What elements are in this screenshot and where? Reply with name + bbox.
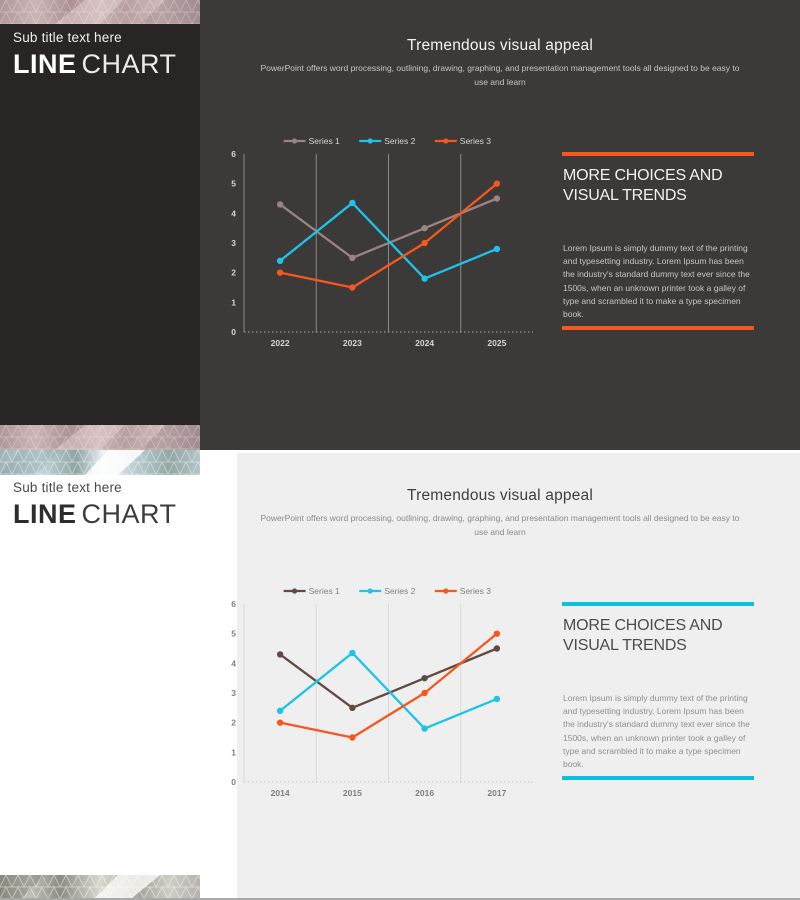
slide-title: LINE CHART [13, 499, 177, 530]
slide-header: Tremendous visual appeal PowerPoint offe… [200, 37, 800, 89]
slide-title: LINE CHART [13, 49, 177, 80]
side-panel: MORE CHOICES AND VISUAL TRENDS Lorem Ips… [562, 152, 754, 332]
triangle-pattern-band [0, 425, 200, 450]
panel-body-text: Lorem Ipsum is simply dummy text of the … [563, 693, 750, 769]
content-background [237, 453, 800, 898]
content-subtitle: PowerPoint offers word processing, outli… [260, 513, 740, 538]
panel-heading: MORE CHOICES AND VISUAL TRENDS [563, 167, 723, 204]
svg-text:5: 5 [231, 629, 236, 639]
line-chart: 0 1 2 3 4 5 6 2014 2015 2016 2017 Series 1 Series 2 S… [231, 586, 533, 798]
svg-text:5: 5 [231, 179, 236, 189]
sidebar: Sub title text here LINE CHART [0, 450, 200, 900]
svg-text:2015: 2015 [343, 788, 362, 798]
accent-bar-bottom [562, 326, 754, 330]
svg-text:2: 2 [231, 268, 236, 278]
svg-text:0: 0 [231, 777, 236, 787]
svg-text:1: 1 [231, 747, 236, 757]
sidebar-text-block: Sub title text here LINE CHART [13, 30, 177, 80]
svg-text:2017: 2017 [487, 788, 506, 798]
svg-text:4: 4 [231, 208, 236, 218]
svg-text:2023: 2023 [343, 338, 362, 348]
svg-text:3: 3 [231, 688, 236, 698]
sidebar-subtitle: Sub title text here [13, 30, 122, 45]
accent-bar-top [562, 152, 754, 156]
sidebar-subtitle: Sub title text here [13, 480, 122, 495]
slide-title-primary: LINE [13, 49, 77, 79]
side-panel: MORE CHOICES AND VISUAL TRENDS Lorem Ips… [562, 602, 754, 782]
svg-text:0: 0 [231, 327, 236, 337]
svg-text:6: 6 [231, 599, 236, 609]
triangle-pattern-band [0, 875, 200, 898]
svg-text:2024: 2024 [415, 338, 434, 348]
svg-text:3: 3 [231, 238, 236, 248]
accent-bar-bottom [562, 776, 754, 780]
slide-title-secondary: CHART [81, 49, 177, 79]
sidebar: Sub title text here LINE CHART [0, 0, 200, 450]
svg-text:Series 3: Series 3 [460, 586, 491, 596]
svg-text:2016: 2016 [415, 788, 434, 798]
svg-text:Series 2: Series 2 [384, 586, 415, 596]
slide-title-secondary: CHART [81, 499, 177, 529]
svg-text:2022: 2022 [271, 338, 290, 348]
svg-text:Series 1: Series 1 [309, 136, 340, 146]
svg-text:2: 2 [231, 718, 236, 728]
svg-text:Series 1: Series 1 [309, 586, 340, 596]
svg-text:2014: 2014 [271, 788, 290, 798]
sidebar-text-block: Sub title text here LINE CHART [13, 480, 177, 530]
svg-text:Series 3: Series 3 [460, 136, 491, 146]
slide-header: Tremendous visual appeal PowerPoint offe… [200, 487, 800, 539]
panel-body-text: Lorem Ipsum is simply dummy text of the … [563, 243, 750, 319]
triangle-pattern-band [0, 450, 200, 475]
content-title: Tremendous visual appeal [406, 37, 594, 54]
slide-bottom-rule [0, 898, 800, 900]
svg-text:Series 2: Series 2 [384, 136, 415, 146]
content-title: Tremendous visual appeal [406, 487, 594, 504]
line-chart: 0 1 2 3 4 5 6 2022 2023 2024 2025 Series 1 Series 2 S… [231, 136, 533, 348]
content-subtitle: PowerPoint offers word processing, outli… [260, 63, 740, 88]
svg-text:2025: 2025 [487, 338, 506, 348]
accent-bar-top [562, 602, 754, 606]
slide-title-primary: LINE [13, 499, 77, 529]
svg-text:4: 4 [231, 658, 236, 668]
slide-light-variant: Sub title text here LINE CHART Tremendous… [0, 450, 800, 900]
slide-dark-variant: Sub title text here LINE CHART Tremendous… [0, 0, 800, 450]
svg-text:6: 6 [231, 149, 236, 159]
svg-text:1: 1 [231, 297, 236, 307]
panel-heading: MORE CHOICES AND VISUAL TRENDS [563, 617, 723, 654]
triangle-pattern-band [0, 0, 200, 24]
